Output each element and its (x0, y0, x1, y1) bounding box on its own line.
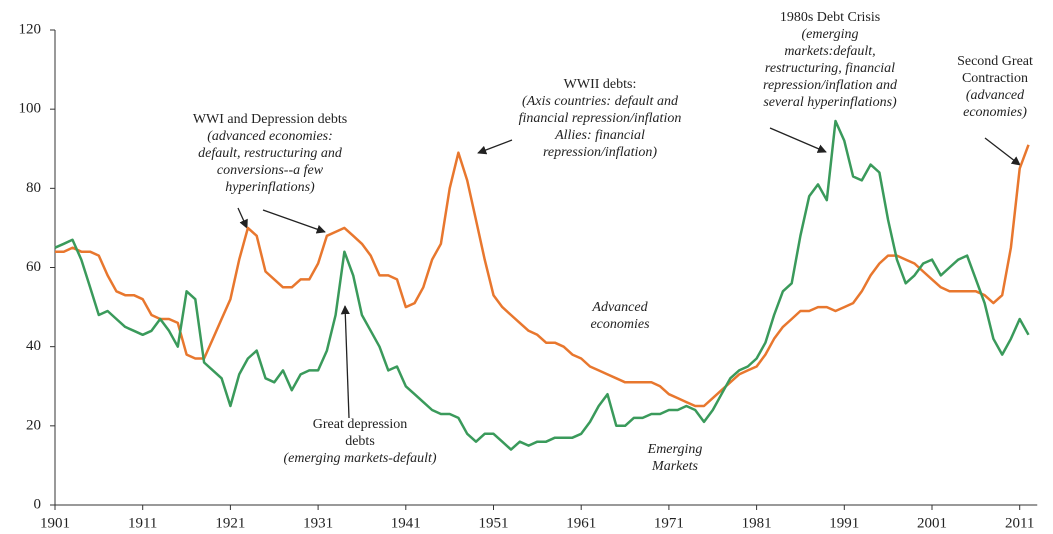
x-tick-label: 1931 (303, 515, 333, 531)
arrow (769, 127, 827, 153)
arrows (237, 127, 1021, 419)
arrow (340, 305, 350, 419)
x-tick-label: 1981 (742, 515, 772, 531)
annotation-line: (Axis countries: default and (522, 94, 679, 109)
annotation-line: hyperinflations) (225, 180, 315, 195)
annotation-line: repression/inflation and (763, 78, 898, 93)
annotation-line: Advanced (591, 300, 648, 315)
x-tick-label: 1901 (40, 515, 70, 531)
x-tick-label: 1951 (479, 515, 509, 531)
annotation-line: (advanced (966, 88, 1025, 103)
x-tick-label: 1911 (128, 515, 157, 531)
annotation-line: economies) (963, 105, 1027, 120)
annotation-title: debts (345, 434, 375, 449)
annotation-line: (emerging markets-default) (283, 451, 436, 466)
y-tick-label: 80 (26, 180, 41, 196)
annotation-line: restructuring, financial (765, 61, 895, 76)
series-line (55, 144, 1030, 408)
series-line (54, 119, 1030, 451)
x-tick-label: 2001 (917, 515, 947, 531)
y-tick-label: 60 (26, 259, 41, 275)
arrow (477, 139, 513, 155)
annotation-line: Markets (651, 459, 698, 474)
annotation-title: Great depression (313, 417, 407, 432)
annotation-line: financial repression/inflation (519, 111, 682, 126)
y-tick-label: 20 (26, 417, 41, 433)
arrow (262, 209, 326, 234)
annotation-line: conversions--a few (217, 163, 324, 178)
arrow (984, 137, 1021, 166)
annotation-line: Emerging (647, 442, 703, 457)
y-tick-label: 100 (19, 101, 42, 117)
x-tick-label: 1961 (566, 515, 596, 531)
x-tick-label: 2011 (1005, 515, 1034, 531)
annotation-line: (advanced economies: (207, 129, 333, 144)
y-tick-label: 120 (19, 21, 42, 37)
annotation-title: WWII debts: (564, 77, 637, 92)
annotation-title: WWI and Depression debts (193, 112, 347, 127)
x-tick-label: 1971 (654, 515, 684, 531)
annotation-title: Contraction (962, 71, 1028, 86)
annotation-line: Allies: financial (554, 128, 645, 143)
x-tick-label: 1941 (391, 515, 421, 531)
arrow (237, 207, 248, 229)
annotation-line: (emerging (801, 27, 858, 42)
x-tick-label: 1921 (215, 515, 245, 531)
annotation-line: markets:default, (784, 44, 875, 59)
y-tick-label: 40 (26, 338, 41, 354)
x-tick-label: 1991 (829, 515, 859, 531)
annotation-line: repression/inflation) (543, 145, 657, 160)
annotation-line: economies (590, 317, 650, 332)
annotation-title: Second Great (957, 54, 1033, 69)
annotation-line: default, restructuring and (198, 146, 343, 161)
annotation-line: several hyperinflations) (763, 95, 897, 110)
y-tick-label: 0 (34, 496, 42, 512)
annotation-title: 1980s Debt Crisis (780, 10, 880, 25)
